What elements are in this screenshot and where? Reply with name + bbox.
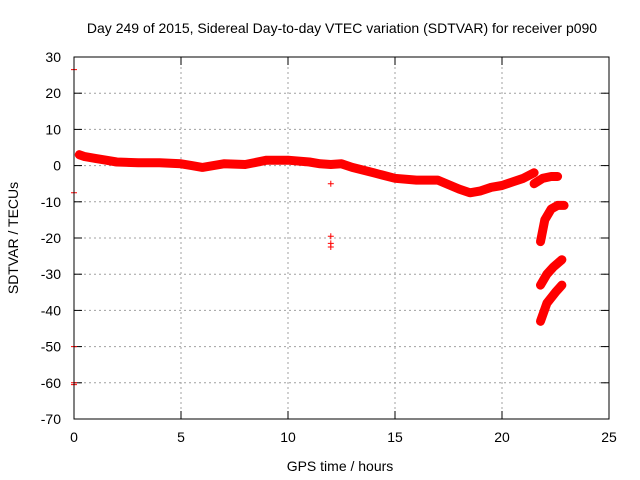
series-main-trace [74, 150, 539, 198]
y-tick-label: 0 [53, 158, 61, 174]
x-tick-label: 20 [494, 429, 510, 445]
grid-lines [74, 57, 609, 419]
y-tick-label: -30 [41, 266, 61, 282]
series-isolated-points [71, 66, 334, 388]
chart-title: Day 249 of 2015, Sidereal Day-to-day VTE… [87, 20, 597, 36]
x-tick-label: 15 [387, 429, 403, 445]
y-tick-label: -70 [41, 411, 61, 427]
series-arc-2 [536, 200, 569, 247]
x-tick-label: 25 [601, 429, 617, 445]
x-tick-label: 10 [280, 429, 296, 445]
y-tick-label: -60 [41, 375, 61, 391]
x-tick-label: 5 [177, 429, 185, 445]
series-arc-4 [536, 280, 567, 326]
series-arc-3 [536, 255, 567, 290]
series-band [536, 255, 567, 290]
plot-border [73, 56, 610, 420]
series-band [74, 150, 539, 198]
y-tick-label: -10 [41, 194, 61, 210]
data-point [327, 180, 334, 187]
x-axis-ticks: 0 5 10 15 20 25 [70, 57, 617, 445]
y-tick-label: 10 [45, 121, 61, 137]
data-point [327, 233, 334, 240]
data-point [327, 244, 334, 251]
y-tick-label: -50 [41, 339, 61, 355]
y-tick-label: -40 [41, 302, 61, 318]
series-band [536, 280, 567, 326]
x-axis-label: GPS time / hours [287, 458, 394, 474]
series-band [536, 200, 569, 247]
data-points [71, 66, 569, 388]
y-axis-label: SDTVAR / TECUs [5, 182, 21, 294]
y-tick-label: 30 [45, 49, 61, 65]
x-tick-label: 0 [70, 429, 78, 445]
y-tick-label: 20 [45, 85, 61, 101]
y-axis-ticks: -70 -60 -50 -40 -30 -20 -10 0 10 20 30 [41, 49, 609, 427]
series-band [529, 172, 563, 189]
y-tick-label: -20 [41, 230, 61, 246]
series-arc-1 [529, 172, 563, 189]
